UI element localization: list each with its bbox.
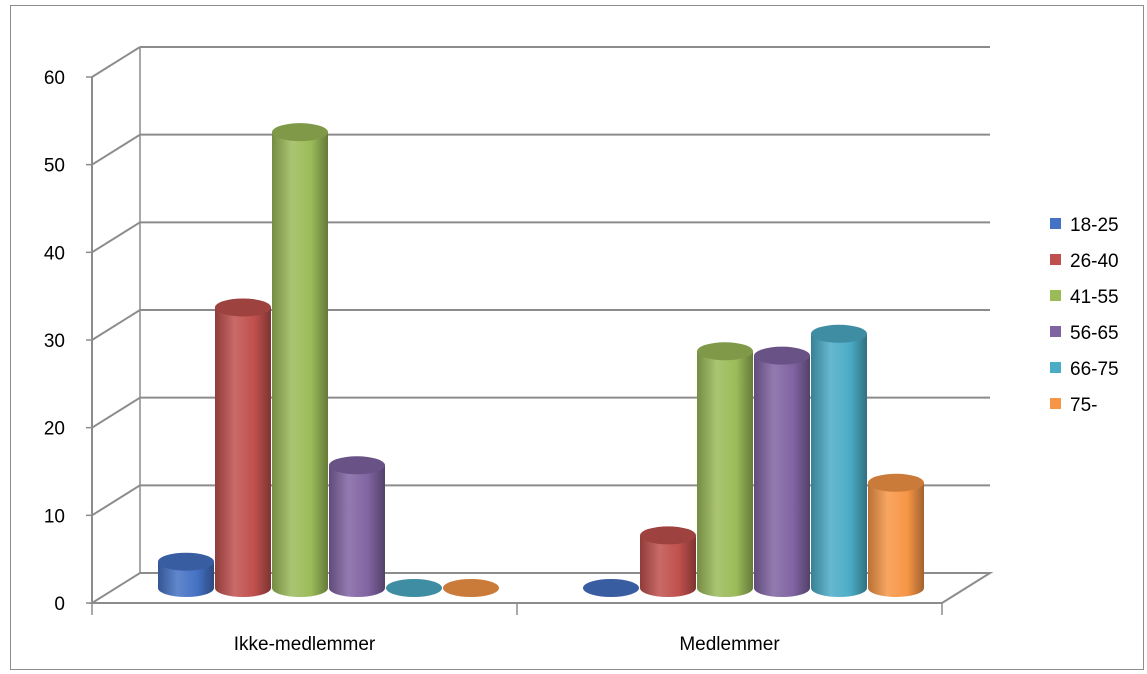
bar-75--Ikke-medlemmer <box>443 579 499 597</box>
legend-label: 18-25 <box>1070 215 1119 236</box>
bar-75--Medlemmer <box>868 473 924 597</box>
chart-frame <box>10 5 1144 670</box>
legend-label: 75- <box>1070 395 1097 416</box>
legend-label: 41-55 <box>1070 287 1119 308</box>
cylinder-body <box>868 482 924 597</box>
bar-66-75-Ikke-medlemmer <box>386 579 442 597</box>
y-tick-label: 60 <box>44 68 65 89</box>
cylinder-body <box>329 465 385 597</box>
legend-label: 66-75 <box>1070 359 1119 380</box>
cylinder-body <box>215 307 271 597</box>
gridline-side <box>91 46 141 78</box>
cylinder-body <box>697 351 753 597</box>
cylinder-top <box>697 342 753 361</box>
cylinder-top <box>386 579 442 597</box>
cylinder-top <box>443 579 499 597</box>
legend-item: 26-40 <box>1050 251 1119 272</box>
legend-item: 75- <box>1050 395 1097 416</box>
x-category-label: Ikke-medlemmer <box>234 634 376 655</box>
y-axis-ticks: 0 10 20 30 40 50 60 <box>44 68 92 615</box>
bar-26-40-Medlemmer <box>640 526 696 597</box>
legend-swatch <box>1050 254 1061 265</box>
x-category-label: Medlemmer <box>679 634 780 655</box>
legend-label: 26-40 <box>1070 251 1119 272</box>
cylinder-body <box>158 561 214 597</box>
cylinder-top <box>754 346 810 365</box>
legend-item: 41-55 <box>1050 287 1119 308</box>
legend-swatch <box>1050 362 1061 373</box>
cylinder-top <box>640 526 696 545</box>
y-tick-label: 40 <box>44 243 65 264</box>
legend: 18-25 26-40 41-55 56-65 66-75 75- <box>1050 215 1119 416</box>
y-tick-label: 0 <box>54 594 65 615</box>
gridline-side <box>91 396 141 429</box>
bar-41-55-Medlemmer <box>697 342 753 597</box>
cylinder-body <box>811 333 867 597</box>
bar-41-55-Ikke-medlemmer <box>272 123 328 597</box>
cylinder-top <box>811 324 867 343</box>
cylinder-top <box>215 298 271 317</box>
bar-56-65-Medlemmer <box>754 346 810 597</box>
y-tick-label: 10 <box>44 506 65 527</box>
bars <box>158 123 924 597</box>
cylinder-body <box>754 355 810 597</box>
legend-item: 18-25 <box>1050 215 1119 236</box>
cylinder-top <box>158 552 214 571</box>
bar-18-25-Ikke-medlemmer <box>158 552 214 597</box>
cylinder-body <box>640 535 696 597</box>
x-axis-labels: Ikke-medlemmer Medlemmer <box>234 634 781 655</box>
legend-swatch <box>1050 326 1061 337</box>
legend-swatch <box>1050 398 1061 409</box>
cylinder-top <box>329 456 385 475</box>
legend-swatch <box>1050 218 1061 229</box>
gridline-side <box>91 133 141 166</box>
y-tick-label: 50 <box>44 156 65 177</box>
legend-item: 56-65 <box>1050 323 1119 344</box>
gridline-side <box>91 484 141 517</box>
cylinder-top <box>583 579 639 597</box>
cylinder-body <box>272 132 328 597</box>
legend-label: 56-65 <box>1070 323 1119 344</box>
cylinder-top <box>868 473 924 492</box>
gridline-side <box>91 221 141 254</box>
legend-item: 66-75 <box>1050 359 1119 380</box>
bar-66-75-Medlemmer <box>811 324 867 597</box>
legend-swatch <box>1050 290 1061 301</box>
bar-26-40-Ikke-medlemmer <box>215 298 271 597</box>
gridline-side <box>91 309 141 341</box>
cylinder-top <box>272 123 328 142</box>
bar-18-25-Medlemmer <box>583 579 639 597</box>
bar-56-65-Ikke-medlemmer <box>329 456 385 597</box>
y-tick-label: 20 <box>44 419 65 440</box>
y-tick-label: 30 <box>44 331 65 352</box>
